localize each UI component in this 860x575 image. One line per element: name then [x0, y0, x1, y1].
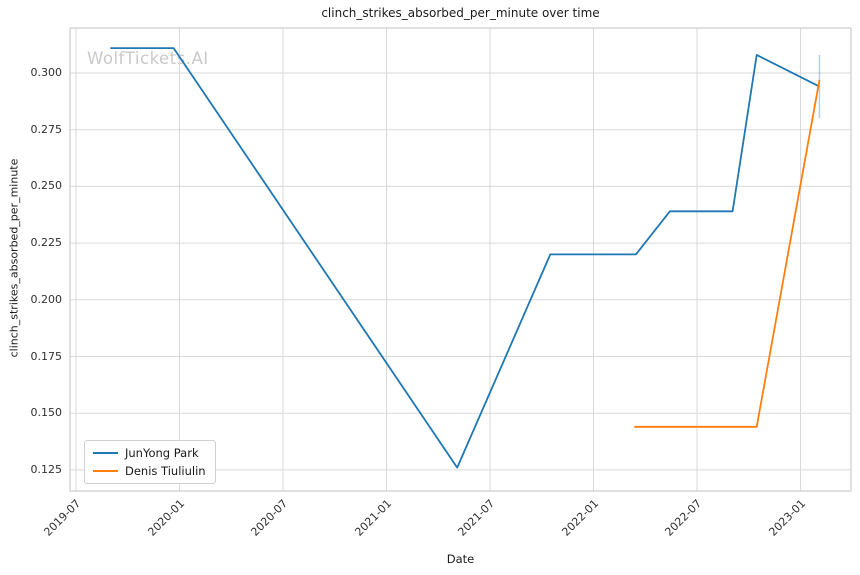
y-axis-label: clinch_strikes_absorbed_per_minute — [7, 158, 21, 358]
legend-item-junyong-park: JunYong Park — [93, 446, 206, 460]
series-line-denis-tiuliulin — [634, 79, 821, 428]
y-tick-label: 0.150 — [30, 406, 63, 420]
legend-label: Denis Tiuliulin — [125, 464, 206, 478]
y-tick-label: 0.250 — [30, 179, 63, 193]
y-tick-label: 0.225 — [30, 236, 63, 250]
line-swatch-blue — [93, 452, 118, 454]
x-axis-label: Date — [446, 552, 475, 566]
y-tick-label: 0.175 — [30, 349, 63, 363]
y-tick-label: 0.300 — [30, 66, 63, 79]
y-tick-label: 0.275 — [30, 122, 63, 136]
legend-item-denis-tiuliulin: Denis Tiuliulin — [93, 464, 206, 478]
legend-label: JunYong Park — [125, 446, 199, 460]
chart-title: clinch_strikes_absorbed_per_minute over … — [321, 6, 600, 20]
plot-border — [69, 27, 852, 492]
line-swatch-orange — [93, 470, 118, 472]
y-tick-label: 0.200 — [30, 292, 63, 306]
series-line-junyong-park — [110, 47, 820, 469]
y-tick-label: 0.125 — [30, 462, 63, 476]
legend: JunYong Park Denis Tiuliulin — [84, 440, 216, 484]
